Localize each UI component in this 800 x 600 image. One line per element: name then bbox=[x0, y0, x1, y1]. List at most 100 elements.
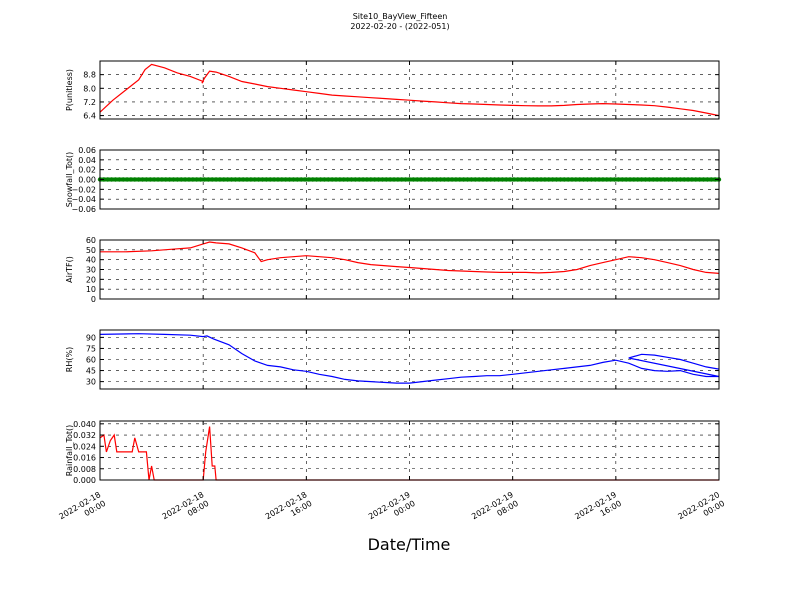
data-point bbox=[504, 177, 509, 182]
data-point bbox=[678, 177, 683, 182]
data-point bbox=[546, 177, 551, 182]
y-tick-label: 6.4 bbox=[83, 112, 96, 121]
y-tick-label: 0.04 bbox=[78, 156, 96, 165]
y-tick-label: −0.02 bbox=[71, 185, 96, 194]
data-point bbox=[577, 177, 582, 182]
data-point bbox=[287, 177, 292, 182]
y-tick-label: 0.008 bbox=[73, 465, 96, 474]
data-point bbox=[237, 177, 242, 182]
data-point bbox=[349, 177, 354, 182]
y-tick-label: 60 bbox=[86, 356, 96, 365]
data-point bbox=[473, 177, 478, 182]
data-point bbox=[589, 177, 594, 182]
data-point bbox=[573, 177, 579, 182]
data-point bbox=[480, 177, 486, 182]
panel-1: 6.4 7.2 8.0 8.8 P(unitless) bbox=[65, 60, 720, 121]
data-point bbox=[329, 177, 335, 182]
data-point bbox=[341, 177, 346, 182]
data-point bbox=[206, 177, 211, 182]
data-point bbox=[411, 177, 416, 182]
data-point bbox=[163, 177, 168, 182]
data-point bbox=[534, 177, 540, 182]
data-point bbox=[438, 177, 443, 182]
data-point bbox=[500, 177, 505, 182]
data-point bbox=[685, 177, 691, 182]
y-tick-label: 40 bbox=[86, 256, 96, 265]
y-tick-label: 0.02 bbox=[78, 166, 96, 175]
data-point bbox=[244, 177, 250, 182]
data-point bbox=[213, 177, 219, 182]
data-point bbox=[167, 177, 172, 182]
data-point bbox=[364, 177, 370, 182]
y-tick-label: 60 bbox=[86, 236, 96, 245]
data-point bbox=[264, 177, 269, 182]
data-point bbox=[581, 177, 586, 182]
data-point bbox=[407, 177, 412, 182]
data-point bbox=[194, 177, 199, 182]
data-point bbox=[186, 177, 192, 182]
data-point bbox=[403, 177, 408, 182]
data-point bbox=[395, 177, 401, 182]
data-point bbox=[585, 177, 590, 182]
data-point bbox=[182, 177, 188, 182]
y-tick-label: 45 bbox=[86, 367, 96, 376]
data-point bbox=[709, 177, 714, 182]
series-line bbox=[99, 333, 720, 384]
panel-4: 30 45 60 75 90 RH(%) bbox=[65, 329, 720, 390]
data-point bbox=[569, 177, 575, 182]
data-point bbox=[337, 177, 343, 182]
data-point bbox=[105, 177, 110, 182]
data-point bbox=[612, 177, 617, 182]
data-point bbox=[271, 177, 277, 182]
data-point bbox=[275, 177, 281, 182]
data-point bbox=[387, 177, 393, 182]
y-tick-label: 0.000 bbox=[73, 476, 96, 485]
data-point bbox=[372, 177, 377, 182]
data-point bbox=[484, 177, 490, 182]
y-tick-label: 0.032 bbox=[73, 431, 96, 440]
data-point bbox=[217, 177, 223, 182]
y-tick-label: −0.04 bbox=[71, 195, 96, 204]
data-point bbox=[179, 177, 184, 182]
data-point bbox=[616, 177, 621, 182]
data-point bbox=[627, 177, 633, 182]
data-point bbox=[380, 177, 385, 182]
y-axis-label: Snowfall_Tot() bbox=[65, 152, 74, 208]
data-point bbox=[523, 177, 528, 182]
y-tick-label: 90 bbox=[86, 333, 96, 342]
data-point bbox=[136, 177, 141, 182]
data-point bbox=[558, 177, 563, 182]
data-point bbox=[357, 177, 362, 182]
series-line bbox=[99, 426, 719, 481]
data-point bbox=[457, 177, 462, 182]
data-point bbox=[430, 177, 435, 182]
data-point bbox=[198, 177, 203, 182]
y-tick-label: 10 bbox=[86, 285, 96, 294]
data-point bbox=[190, 177, 196, 182]
data-point bbox=[132, 177, 138, 182]
data-point bbox=[654, 177, 660, 182]
y-tick-label: 75 bbox=[86, 344, 96, 353]
y-tick-label: 8.8 bbox=[83, 71, 96, 80]
data-point bbox=[368, 177, 374, 182]
data-point bbox=[542, 177, 548, 182]
data-point bbox=[538, 177, 544, 182]
data-point bbox=[148, 177, 153, 182]
data-point bbox=[550, 177, 555, 182]
data-point bbox=[511, 177, 517, 182]
data-point bbox=[620, 177, 625, 182]
data-point bbox=[604, 177, 610, 182]
data-point bbox=[360, 177, 366, 182]
data-point bbox=[322, 177, 327, 182]
y-tick-label: 30 bbox=[86, 378, 96, 387]
data-point bbox=[608, 177, 613, 182]
data-point bbox=[121, 177, 126, 182]
data-point bbox=[202, 177, 207, 182]
data-point bbox=[144, 177, 149, 182]
